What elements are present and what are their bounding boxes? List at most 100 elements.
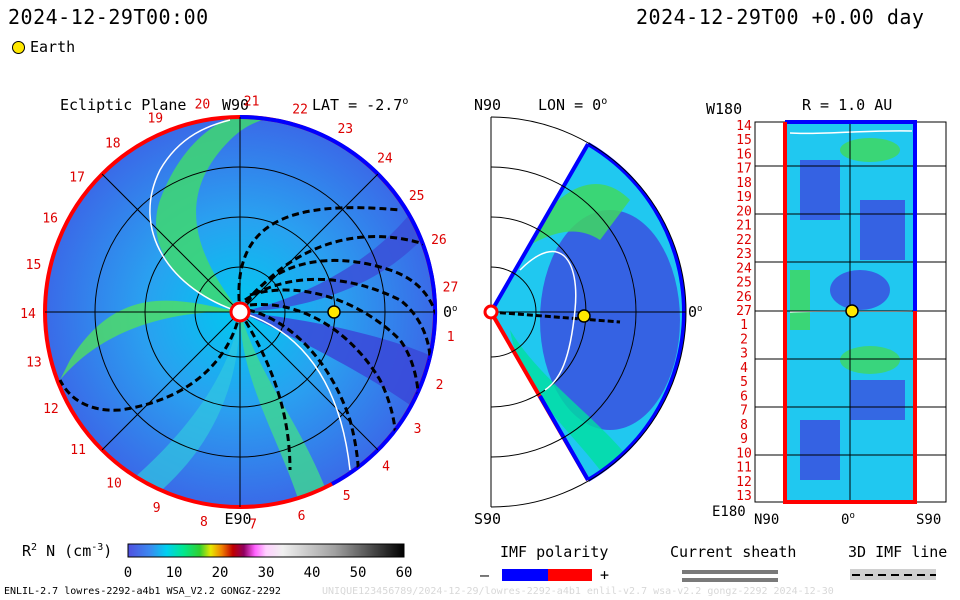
synoptic-rotation-label: 26 — [736, 290, 752, 305]
imf-polarity-title: IMF polarity — [500, 543, 609, 561]
ecliptic-title: Ecliptic Plane — [60, 96, 187, 114]
ecliptic-rotation-label: 11 — [70, 443, 86, 458]
synoptic-rotation-label: 10 — [736, 446, 752, 461]
synoptic-map — [754, 120, 947, 504]
synoptic-x-left: N90 — [754, 512, 779, 528]
meridional-right-label: 0o — [688, 303, 702, 321]
ecliptic-rotation-label: 24 — [377, 151, 393, 166]
meridional-top-label: N90 — [474, 96, 502, 114]
ecliptic-rotation-label: 5 — [343, 489, 351, 504]
synoptic-r: R = 1.0 AU — [802, 96, 893, 114]
synoptic-bottom-label: E180 — [712, 504, 746, 520]
synoptic-rotation-labels: 1415161718192021222324252627123456789101… — [736, 119, 752, 504]
left-timestamp: 2024-12-29T00:00 — [8, 5, 209, 29]
ecliptic-rotation-label: 15 — [26, 258, 42, 273]
ecliptic-rotation-label: 10 — [106, 477, 122, 492]
synoptic-rotation-label: 1 — [740, 318, 748, 333]
synoptic-rotation-label: 22 — [736, 233, 752, 248]
ecliptic-rotation-label: 6 — [298, 509, 306, 524]
synoptic-rotation-label: 14 — [736, 119, 752, 134]
synoptic-earth-marker — [845, 304, 859, 318]
ecliptic-rotation-label: 13 — [26, 356, 42, 371]
ecliptic-rotation-label: 22 — [292, 103, 308, 118]
synoptic-rotation-label: 15 — [736, 133, 752, 148]
ecliptic-plane — [43, 115, 438, 509]
ecliptic-bottom-label: E90 — [224, 510, 251, 528]
ecliptic-rotation-label: 27 — [443, 281, 459, 296]
synoptic-x-right: S90 — [916, 512, 941, 528]
ecliptic-rotation-label: 25 — [409, 189, 425, 204]
ecliptic-rotation-label: 19 — [147, 112, 163, 127]
imf-plus-label: + — [600, 566, 610, 584]
ecliptic-rotation-label: 17 — [69, 170, 85, 185]
imf-3d-title: 3D IMF line — [848, 543, 948, 561]
synoptic-rotation-label: 12 — [736, 475, 752, 490]
ecliptic-rotation-label: 12 — [43, 402, 59, 417]
colorbar-label: R2 N (cm-3) — [22, 542, 113, 560]
synoptic-rotation-label: 21 — [736, 219, 752, 234]
synoptic-rotation-label: 6 — [740, 389, 748, 404]
ecliptic-earth-marker — [327, 305, 341, 319]
colorbar-tick-label: 60 — [396, 565, 413, 581]
synoptic-rotation-label: 24 — [736, 261, 752, 276]
synoptic-rotation-label: 5 — [740, 375, 748, 390]
synoptic-rotation-label: 2 — [740, 333, 748, 348]
current-sheath-title: Current sheath — [670, 543, 797, 561]
synoptic-rotation-label: 27 — [736, 304, 752, 319]
colorbar-tick-label: 50 — [350, 565, 367, 581]
synoptic-rotation-label: 4 — [740, 361, 748, 376]
ecliptic-rotation-label: 3 — [414, 422, 422, 437]
ecliptic-rotation-label: 23 — [337, 122, 353, 137]
colorbar-tick-label: 30 — [258, 565, 275, 581]
synoptic-rotation-label: 19 — [736, 190, 752, 205]
ecliptic-rotation-label: 2 — [436, 378, 444, 393]
synoptic-top-label: W180 — [706, 100, 743, 118]
meridional-lon: LON = 0o — [538, 96, 608, 114]
synoptic-rotation-label: 23 — [736, 247, 752, 262]
footer-right: UNIQUE123456789/2024-12-29/lowres-2292-a… — [322, 586, 834, 597]
colorbar-tick-label: 0 — [124, 565, 132, 581]
synoptic-rotation-label: 3 — [740, 347, 748, 362]
imf-negative-swatch — [502, 569, 548, 581]
ecliptic-rotation-label: 26 — [431, 233, 447, 248]
ecliptic-lat: LAT = -2.7o — [312, 96, 409, 114]
synoptic-x-mid: 0o — [841, 511, 855, 528]
earth-legend: Earth — [12, 38, 75, 56]
synoptic-rotation-label: 8 — [740, 418, 748, 433]
meridional-bottom-label: S90 — [474, 510, 501, 528]
earth-label: Earth — [30, 38, 76, 56]
meridional-earth-marker — [577, 309, 591, 323]
ecliptic-right-label: 0o — [443, 303, 457, 321]
meridional-plane — [483, 116, 687, 508]
imf-positive-swatch — [548, 569, 592, 581]
colorbar-tick-label: 40 — [304, 565, 321, 581]
synoptic-rotation-label: 7 — [740, 404, 748, 419]
synoptic-rotation-label: 18 — [736, 176, 752, 191]
imf-minus-label: – — [480, 566, 490, 584]
ecliptic-rotation-label: 18 — [105, 136, 121, 151]
synoptic-rotation-label: 16 — [736, 148, 752, 163]
colorbar-ticks: 0 10 20 30 40 50 60 — [124, 565, 413, 581]
ecliptic-rotation-label: 7 — [249, 518, 257, 533]
ecliptic-rotation-label: 1 — [447, 330, 455, 345]
ecliptic-rotation-label: 21 — [244, 94, 260, 109]
density-colorbar — [127, 543, 405, 558]
ecliptic-rotation-label: 4 — [382, 460, 390, 475]
colorbar-tick-label: 10 — [166, 565, 183, 581]
synoptic-rotation-label: 17 — [736, 162, 752, 177]
ecliptic-rotation-label: 20 — [195, 97, 211, 112]
synoptic-rotation-label: 25 — [736, 276, 752, 291]
ecliptic-top-label: W90 — [222, 96, 250, 114]
synoptic-rotation-label: 9 — [740, 432, 748, 447]
ecliptic-rotation-label: 16 — [42, 212, 58, 227]
ecliptic-rotation-label: 8 — [200, 515, 208, 530]
synoptic-rotation-label: 11 — [736, 461, 752, 476]
ecliptic-rotation-label: 14 — [20, 307, 36, 322]
synoptic-rotation-label: 13 — [736, 489, 752, 504]
footer-left: ENLIL-2.7 lowres-2292-a4b1 WSA_V2.2 GONG… — [4, 586, 281, 597]
colorbar-tick-label: 20 — [212, 565, 229, 581]
earth-marker-icon — [12, 40, 25, 54]
right-timestamp: 2024-12-29T00 +0.00 day — [636, 5, 925, 29]
